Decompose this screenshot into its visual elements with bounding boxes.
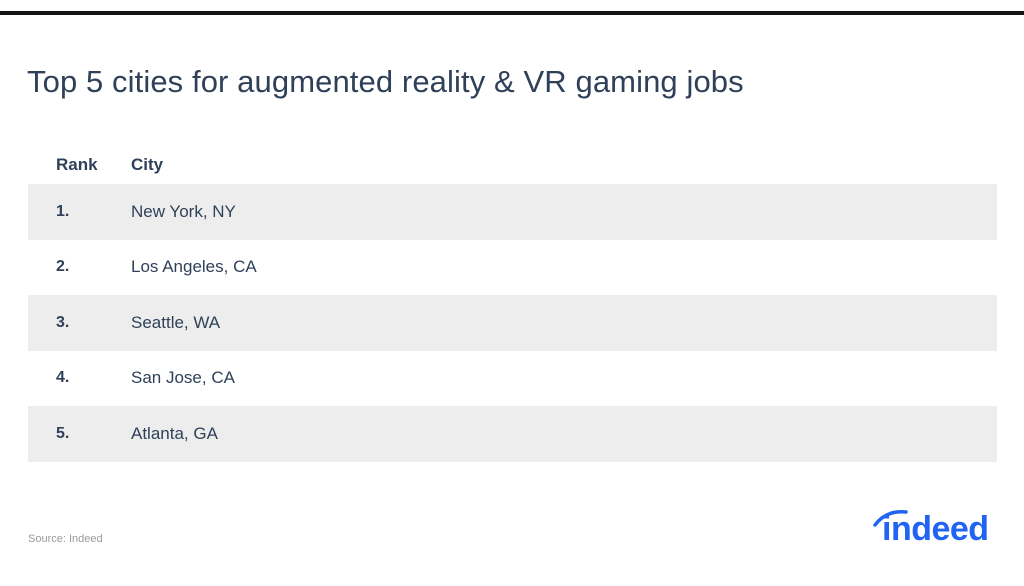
rank-cell: 1. (56, 202, 70, 220)
table-row: 5. Atlanta, GA (28, 406, 997, 462)
city-cell: Seattle, WA (131, 312, 221, 332)
city-cell: Atlanta, GA (131, 423, 218, 443)
page-title: Top 5 cities for augmented reality & VR … (27, 64, 744, 99)
rank-cell: 2. (56, 258, 70, 276)
table-row: 3. Seattle, WA (28, 295, 997, 351)
header-rank: Rank (56, 155, 98, 174)
rank-table: Rank City 1. New York, NY 2. Los Angeles… (28, 146, 997, 462)
table-row: 4. San Jose, CA (28, 351, 997, 407)
table-header: Rank City (28, 146, 997, 184)
rank-cell: 5. (56, 424, 70, 442)
city-cell: San Jose, CA (131, 368, 235, 388)
logo-text: indeed (882, 510, 989, 548)
indeed-logo: indeed (872, 508, 1000, 552)
city-cell: Los Angeles, CA (131, 257, 257, 277)
rank-cell: 4. (56, 369, 70, 387)
header-city: City (131, 155, 164, 174)
city-cell: New York, NY (131, 201, 236, 221)
source-note: Source: Indeed (28, 533, 103, 545)
table-row: 2. Los Angeles, CA (28, 240, 997, 296)
logo-swoosh-icon (873, 510, 908, 527)
top-rule (0, 11, 1024, 15)
table-row: 1. New York, NY (28, 184, 997, 240)
rank-cell: 3. (56, 313, 70, 331)
